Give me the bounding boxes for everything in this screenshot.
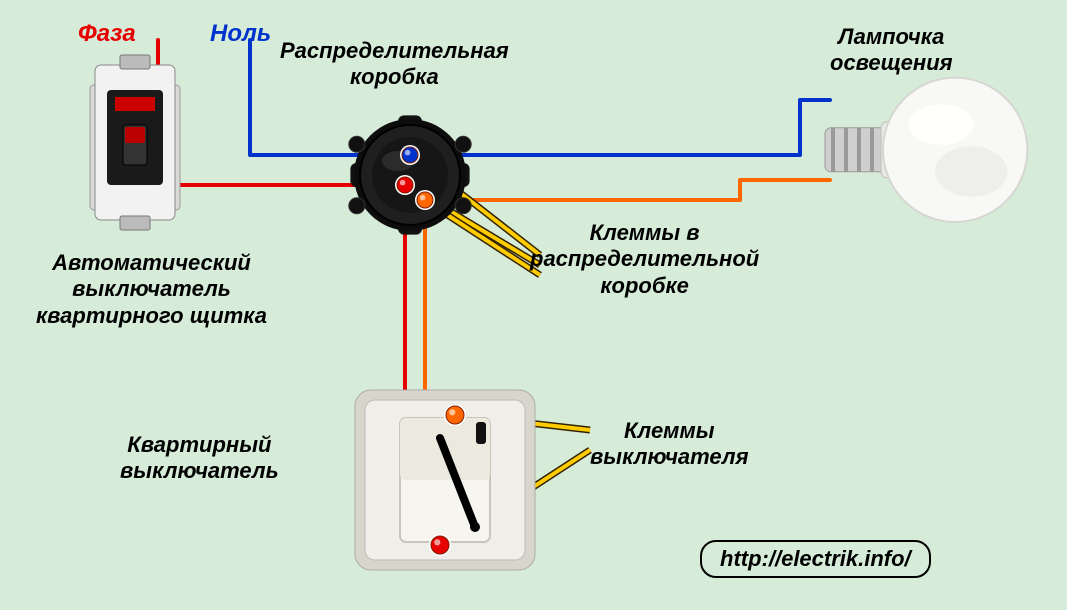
label-switch: Квартирный выключатель — [120, 432, 279, 485]
label-box-terminals: Клеммы в распределительной коробке — [530, 220, 759, 299]
label-junction-box: Распределительная коробка — [280, 38, 509, 91]
label-switch-terminals: Клеммы выключателя — [590, 418, 749, 471]
label-bulb: Лампочка освещения — [830, 24, 953, 77]
label-breaker: Автоматический выключатель квартирного щ… — [36, 250, 267, 329]
diagram-canvas: Фаза Ноль Распределительная коробка Ламп… — [0, 0, 1067, 610]
label-phase: Фаза — [78, 20, 136, 49]
label-neutral: Ноль — [210, 20, 271, 49]
source-url: http://electrik.info/ — [700, 540, 931, 578]
